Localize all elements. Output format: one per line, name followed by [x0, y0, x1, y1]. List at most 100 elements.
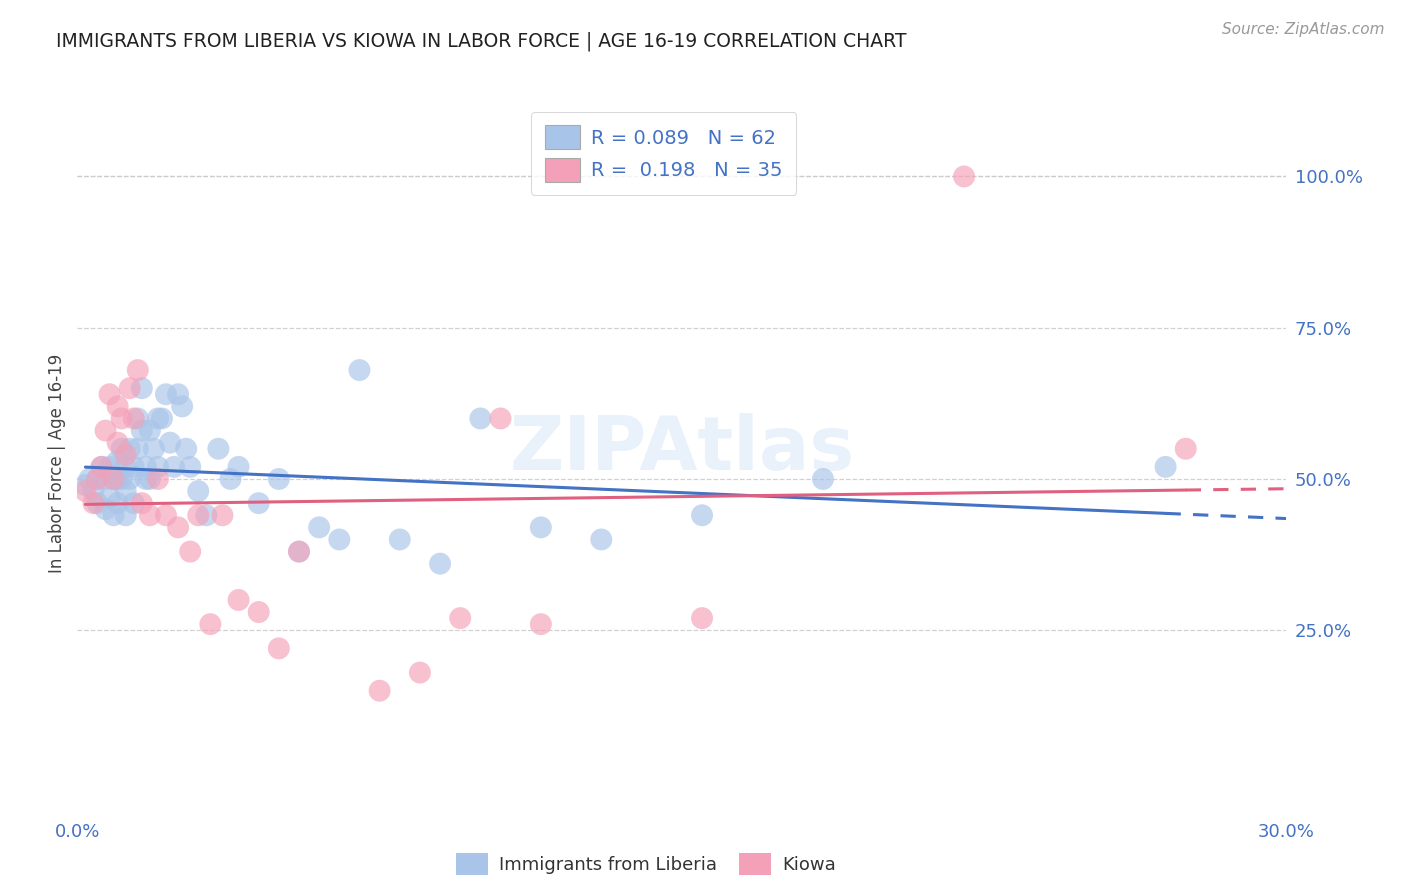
Point [114, 459, 136, 474]
Point [308, 520, 330, 534]
Point [90, 459, 112, 474]
Point [122, 496, 145, 510]
Point [167, 387, 190, 401]
Point [388, 533, 411, 547]
Point [107, 472, 129, 486]
Point [79, 472, 101, 486]
Point [195, 508, 218, 523]
Point [131, 381, 153, 395]
Point [142, 442, 165, 456]
Point [449, 611, 471, 625]
Text: Source: ZipAtlas.com: Source: ZipAtlas.com [1222, 22, 1385, 37]
Point [135, 459, 157, 474]
Point [122, 459, 145, 474]
Point [146, 459, 169, 474]
Point [328, 533, 350, 547]
Point [127, 442, 149, 456]
Point [98, 459, 121, 474]
Point [146, 411, 169, 425]
Y-axis label: In Labor Force | Age 16-19: In Labor Force | Age 16-19 [48, 354, 66, 574]
Point [94, 502, 117, 516]
Point [111, 411, 134, 425]
Point [1174, 442, 1197, 456]
Point [179, 459, 201, 474]
Point [219, 472, 242, 486]
Point [267, 641, 290, 656]
Point [207, 442, 229, 456]
Point [103, 472, 125, 486]
Point [107, 496, 129, 510]
Point [1154, 459, 1177, 474]
Point [172, 400, 194, 414]
Point [167, 520, 190, 534]
Point [228, 459, 250, 474]
Point [139, 424, 162, 438]
Point [139, 472, 162, 486]
Point [179, 544, 201, 558]
Point [187, 484, 209, 499]
Point [288, 544, 311, 558]
Point [94, 472, 117, 486]
Point [211, 508, 233, 523]
Text: ZIPAtlas: ZIPAtlas [509, 413, 855, 486]
Point [429, 557, 451, 571]
Point [187, 508, 209, 523]
Point [103, 472, 125, 486]
Point [247, 496, 270, 510]
Point [690, 508, 713, 523]
Legend: Immigrants from Liberia, Kiowa: Immigrants from Liberia, Kiowa [449, 847, 844, 883]
Point [94, 424, 117, 438]
Point [368, 683, 391, 698]
Point [75, 478, 97, 492]
Point [159, 435, 181, 450]
Point [114, 484, 136, 499]
Point [150, 411, 173, 425]
Point [111, 442, 134, 456]
Point [288, 544, 311, 558]
Point [690, 611, 713, 625]
Text: IMMIGRANTS FROM LIBERIA VS KIOWA IN LABOR FORCE | AGE 16-19 CORRELATION CHART: IMMIGRANTS FROM LIBERIA VS KIOWA IN LABO… [56, 31, 907, 51]
Point [200, 617, 222, 632]
Point [90, 459, 112, 474]
Point [135, 472, 157, 486]
Point [107, 454, 129, 468]
Point [155, 508, 177, 523]
Point [489, 411, 512, 425]
Point [114, 448, 136, 462]
Point [98, 490, 121, 504]
Point [103, 508, 125, 523]
Point [591, 533, 613, 547]
Point [267, 472, 290, 486]
Point [111, 472, 134, 486]
Point [86, 472, 108, 486]
Point [82, 484, 104, 499]
Point [114, 508, 136, 523]
Point [530, 617, 553, 632]
Point [174, 442, 197, 456]
Point [127, 411, 149, 425]
Point [349, 363, 371, 377]
Point [409, 665, 432, 680]
Point [86, 472, 108, 486]
Point [953, 169, 976, 184]
Point [122, 411, 145, 425]
Point [131, 424, 153, 438]
Point [163, 459, 186, 474]
Point [86, 496, 108, 510]
Point [155, 387, 177, 401]
Point [131, 496, 153, 510]
Point [118, 381, 141, 395]
Point [139, 508, 162, 523]
Point [530, 520, 553, 534]
Point [470, 411, 492, 425]
Point [107, 400, 129, 414]
Point [247, 605, 270, 619]
Point [82, 496, 104, 510]
Point [118, 472, 141, 486]
Point [118, 442, 141, 456]
Point [811, 472, 834, 486]
Point [127, 363, 149, 377]
Point [107, 435, 129, 450]
Point [75, 484, 97, 499]
Point [98, 387, 121, 401]
